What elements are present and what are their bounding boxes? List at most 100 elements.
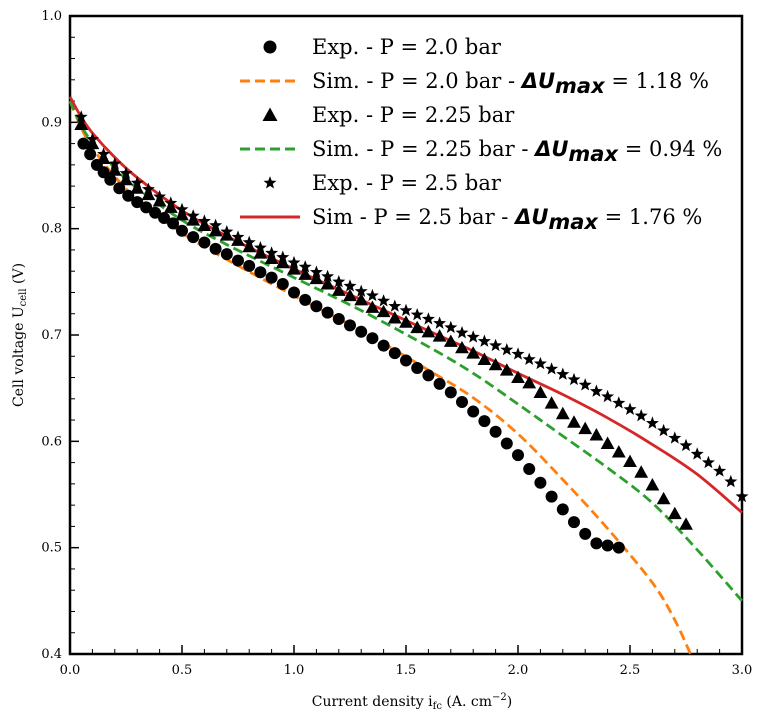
data-point-exp-p-2-25-bar [634, 465, 649, 478]
data-point-exp-p-2-25-bar [410, 320, 425, 334]
data-point-exp-p-2-25-bar [589, 428, 604, 441]
data-point-exp-p-2-25-bar [354, 293, 369, 306]
data-point-exp-p-2-5-bar [141, 182, 155, 195]
data-point-exp-p-2-0-bar [140, 201, 153, 214]
data-point-exp-p-2-0-bar [579, 527, 592, 540]
x-tick-label: 1.5 [396, 663, 417, 678]
legend-label-suffix: = 1.18 % [605, 69, 709, 93]
y-axis-label: Cell voltage U [11, 306, 27, 407]
data-point-exp-p-2-5-bar [556, 367, 570, 380]
data-point-exp-p-2-25-bar [320, 277, 335, 290]
legend: Exp. - P = 2.0 bar Sim. - P = 2.0 bar - Δ… [240, 35, 722, 234]
legend-label-math-sub: max [548, 210, 599, 234]
x-tick-label: 2.5 [620, 663, 641, 678]
data-point-exp-p-2-0-bar [149, 206, 162, 219]
legend-label: Exp. - P = 2.0 bar [312, 35, 502, 59]
data-point-exp-p-2-0-bar [198, 236, 211, 249]
legend-label-prefix: Sim. - P = 2.25 bar - [312, 137, 535, 161]
data-point-exp-p-2-5-bar [589, 384, 603, 397]
data-point-exp-p-2-5-bar [220, 225, 234, 238]
data-point-exp-p-2-25-bar [679, 517, 693, 530]
data-point-exp-p-2-25-bar [567, 415, 581, 428]
data-point-exp-p-2-5-bar [197, 214, 211, 227]
data-point-exp-p-2-25-bar [611, 445, 626, 458]
data-point-exp-p-2-5-bar [287, 255, 301, 269]
data-point-exp-p-2-0-bar [556, 503, 569, 516]
data-point-exp-p-2-5-bar [253, 240, 267, 254]
x-tick-label: 2.0 [508, 663, 529, 678]
legend-entry: Exp. - P = 2.0 bar [263, 35, 502, 59]
data-point-exp-p-2-0-bar [500, 437, 513, 450]
data-point-exp-p-2-25-bar [96, 151, 111, 165]
data-point-exp-p-2-5-bar [623, 402, 637, 415]
data-point-exp-p-2-0-bar [444, 386, 457, 399]
data-point-exp-p-2-25-bar [477, 352, 492, 365]
legend-label-suffix: = 1.76 % [598, 205, 702, 229]
data-point-exp-p-2-25-bar [309, 271, 324, 285]
data-point-exp-p-2-5-bar [231, 230, 245, 243]
data-point-exp-p-2-5-bar [332, 275, 346, 288]
data-point-exp-p-2-0-bar [366, 332, 379, 345]
data-point-exp-p-2-25-bar [119, 172, 133, 186]
data-point-exp-p-2-25-bar [522, 375, 537, 389]
data-point-exp-p-2-25-bar [197, 218, 212, 231]
data-point-exp-p-2-25-bar [343, 288, 357, 302]
data-point-exp-p-2-25-bar [488, 357, 503, 371]
data-point-exp-p-2-25-bar [376, 304, 391, 318]
data-point-exp-p-2-0-bar [568, 516, 580, 529]
data-point-exp-p-2-0-bar [601, 539, 614, 552]
x-axis-unit-suffix: ) [507, 694, 512, 710]
data-point-exp-p-2-5-bar [108, 156, 122, 170]
x-tick-label: 0.0 [60, 663, 81, 678]
data-point-exp-p-2-25-bar [175, 207, 189, 221]
data-point-exp-p-2-5-bar [130, 176, 144, 189]
y-tick-label: 0.7 [41, 328, 62, 343]
x-axis-label-sub: fc [433, 701, 443, 712]
data-point-exp-p-2-25-bar [331, 283, 346, 296]
legend-label: Sim - P = 2.5 bar - ΔUmax = 1.76 % [312, 205, 702, 234]
legend-symbol-star [263, 176, 277, 189]
data-point-exp-p-2-5-bar [209, 218, 223, 231]
data-point-exp-p-2-5-bar [701, 455, 715, 469]
data-point-exp-p-2-25-bar [387, 311, 402, 324]
data-point-exp-p-2-0-bar [84, 148, 97, 161]
legend-label: Exp. - P = 2.25 bar [312, 103, 515, 127]
data-point-exp-p-2-25-bar [432, 329, 447, 342]
data-point-exp-p-2-25-bar [399, 315, 413, 328]
legend-symbol-circle [263, 40, 277, 54]
data-point-exp-p-2-25-bar [85, 136, 100, 150]
data-point-exp-p-2-25-bar [130, 181, 145, 194]
data-point-exp-p-2-0-bar [523, 462, 536, 475]
data-point-exp-p-2-5-bar [265, 246, 279, 259]
data-point-exp-p-2-5-bar [309, 265, 323, 278]
data-point-exp-p-2-5-bar [477, 334, 491, 347]
data-point-exp-p-2-0-bar [321, 306, 334, 319]
x-tick-label: 1.0 [284, 663, 305, 678]
data-point-exp-p-2-5-bar [85, 132, 99, 145]
data-point-exp-p-2-25-bar [74, 117, 89, 130]
data-point-exp-p-2-5-bar [97, 147, 111, 160]
data-point-exp-p-2-5-bar [377, 294, 391, 307]
legend-label-math-sub: max [568, 142, 619, 166]
y-tick-label: 0.4 [41, 647, 62, 662]
data-point-exp-p-2-25-bar [533, 385, 548, 398]
data-point-exp-p-2-0-bar [310, 300, 323, 313]
data-point-exp-p-2-5-bar [657, 423, 671, 437]
data-point-exp-p-2-0-bar [265, 271, 278, 284]
data-point-exp-p-2-5-bar [578, 378, 592, 391]
data-point-exp-p-2-5-bar [690, 447, 704, 460]
y-tick-label: 0.5 [41, 541, 62, 556]
data-point-exp-p-2-25-bar [298, 267, 313, 280]
data-point-exp-p-2-25-bar [656, 491, 671, 505]
data-point-exp-p-2-5-bar [410, 307, 424, 321]
y-axis-label-sub: cell [18, 288, 29, 306]
y-axis-title: Cell voltage Ucell (V) [11, 263, 29, 407]
data-point-exp-p-2-25-bar [264, 251, 279, 264]
data-point-exp-p-2-25-bar [544, 396, 559, 409]
legend-label-math: ΔU [520, 69, 555, 93]
series-line-sim-p-2-25-bar [68, 100, 744, 602]
data-point-exp-p-2-5-bar [343, 279, 357, 292]
data-point-exp-p-2-5-bar [164, 196, 178, 209]
data-point-exp-p-2-25-bar [163, 200, 178, 213]
